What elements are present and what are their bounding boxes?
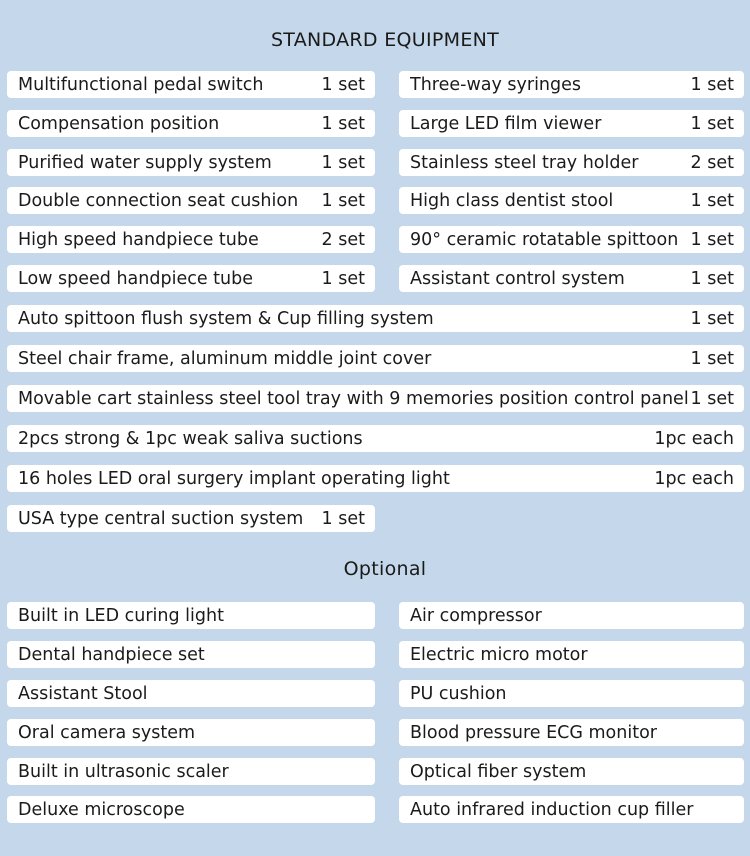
equipment-item: Multifunctional pedal switch 1 set — [7, 71, 375, 98]
optional-item: Deluxe microscope — [7, 796, 375, 823]
item-name: Double connection seat cushion — [18, 190, 299, 211]
item-name: Auto infrared induction cup filler — [410, 799, 694, 820]
item-qty: 1 set — [690, 268, 734, 289]
equipment-item: Purified water supply system 1 set — [7, 149, 375, 176]
item-name: Stainless steel tray holder — [410, 152, 639, 173]
optional-title: Optional — [343, 558, 427, 580]
item-name: Assistant control system — [410, 268, 625, 289]
optional-item: PU cushion — [399, 680, 744, 707]
item-name: 2pcs strong & 1pc weak saliva suctions — [18, 428, 363, 449]
item-name: Optical fiber system — [410, 761, 587, 782]
item-name: PU cushion — [410, 683, 507, 704]
equipment-item: Steel chair frame, aluminum middle joint… — [7, 345, 744, 372]
item-qty: 1 set — [690, 388, 734, 409]
item-qty: 1pc each — [654, 468, 734, 489]
equipment-item: Low speed handpiece tube 1 set — [7, 265, 375, 292]
item-name: Large LED film viewer — [410, 113, 602, 134]
item-name: High speed handpiece tube — [18, 229, 259, 250]
equipment-item: USA type central suction system 1 set — [7, 505, 375, 532]
equipment-item: High class dentist stool 1 set — [399, 187, 744, 214]
equipment-item: Stainless steel tray holder 2 set — [399, 149, 744, 176]
equipment-item: 90° ceramic rotatable spittoon 1 set — [399, 226, 744, 253]
optional-item: Electric micro motor — [399, 641, 744, 668]
equipment-item: Assistant control system 1 set — [399, 265, 744, 292]
equipment-item: Large LED film viewer 1 set — [399, 110, 744, 137]
item-name: Movable cart stainless steel tool tray w… — [18, 388, 689, 409]
item-qty: 1 set — [321, 74, 365, 95]
standard-equipment-title: STANDARD EQUIPMENT — [270, 29, 500, 51]
optional-item: Oral camera system — [7, 719, 375, 746]
optional-item: Built in LED curing light — [7, 602, 375, 629]
item-name: High class dentist stool — [410, 190, 614, 211]
item-name: Assistant Stool — [18, 683, 148, 704]
item-qty: 1pc each — [654, 428, 734, 449]
item-name: Steel chair frame, aluminum middle joint… — [18, 348, 432, 369]
item-name: Three-way syringes — [410, 74, 582, 95]
item-name: USA type central suction system — [18, 508, 304, 529]
item-name: Built in ultrasonic scaler — [18, 761, 229, 782]
equipment-item: Compensation position 1 set — [7, 110, 375, 137]
equipment-item: 2pcs strong & 1pc weak saliva suctions 1p… — [7, 425, 744, 452]
equipment-item: Movable cart stainless steel tool tray w… — [7, 385, 744, 412]
item-qty: 1 set — [690, 190, 734, 211]
item-name: 90° ceramic rotatable spittoon — [410, 229, 679, 250]
item-name: Deluxe microscope — [18, 799, 185, 820]
item-qty: 1 set — [690, 113, 734, 134]
item-name: 16 holes LED oral surgery implant operat… — [18, 468, 450, 489]
item-qty: 1 set — [690, 348, 734, 369]
optional-item: Built in ultrasonic scaler — [7, 758, 375, 785]
optional-item: Auto infrared induction cup filler — [399, 796, 744, 823]
item-name: Blood pressure ECG monitor — [410, 722, 657, 743]
item-qty: 1 set — [690, 308, 734, 329]
item-qty: 1 set — [690, 229, 734, 250]
item-name: Compensation position — [18, 113, 220, 134]
item-qty: 1 set — [321, 190, 365, 211]
optional-item: Assistant Stool — [7, 680, 375, 707]
equipment-item: Three-way syringes 1 set — [399, 71, 744, 98]
optional-item: Dental handpiece set — [7, 641, 375, 668]
item-name: Multifunctional pedal switch — [18, 74, 264, 95]
item-name: Purified water supply system — [18, 152, 272, 173]
item-name: Auto spittoon flush system & Cup filling… — [18, 308, 434, 329]
optional-item: Air compressor — [399, 602, 744, 629]
optional-item: Blood pressure ECG monitor — [399, 719, 744, 746]
item-name: Dental handpiece set — [18, 644, 205, 665]
item-name: Built in LED curing light — [18, 605, 224, 626]
item-qty: 1 set — [321, 268, 365, 289]
item-name: Low speed handpiece tube — [18, 268, 253, 289]
equipment-item: 16 holes LED oral surgery implant operat… — [7, 465, 744, 492]
optional-item: Optical fiber system — [399, 758, 744, 785]
item-qty: 2 set — [321, 229, 365, 250]
item-name: Electric micro motor — [410, 644, 588, 665]
item-qty: 1 set — [321, 152, 365, 173]
item-name: Air compressor — [410, 605, 542, 626]
item-name: Oral camera system — [18, 722, 196, 743]
item-qty: 2 set — [690, 152, 734, 173]
equipment-item: High speed handpiece tube 2 set — [7, 226, 375, 253]
item-qty: 1 set — [321, 508, 365, 529]
item-qty: 1 set — [321, 113, 365, 134]
item-qty: 1 set — [690, 74, 734, 95]
equipment-item: Double connection seat cushion 1 set — [7, 187, 375, 214]
equipment-item: Auto spittoon flush system & Cup filling… — [7, 305, 744, 332]
